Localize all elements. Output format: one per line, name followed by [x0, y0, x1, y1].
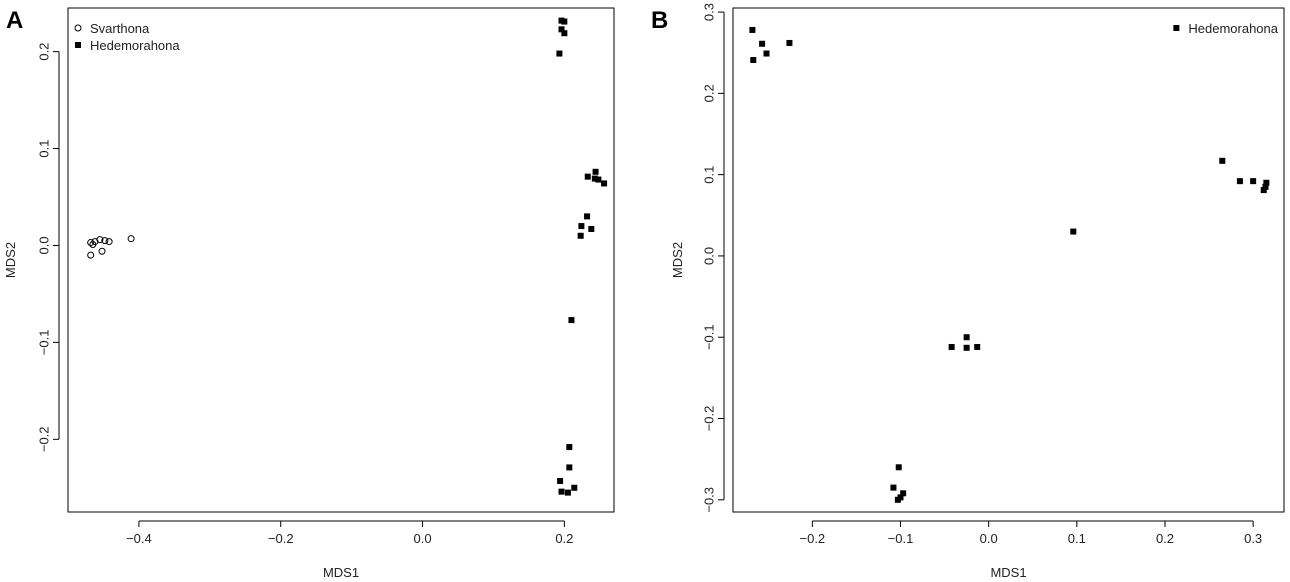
- y-tick-label: −0.1: [701, 324, 716, 350]
- data-point-hedemorahona: [561, 30, 568, 37]
- data-point-hedemorahona: [577, 232, 584, 239]
- legend-label: Svarthona: [90, 21, 150, 36]
- data-point-hedemorahona: [571, 484, 578, 491]
- data-point-hedemorahona: [1250, 178, 1257, 185]
- x-axis-label: MDS1: [990, 565, 1026, 580]
- data-point-hedemorahona: [568, 317, 575, 324]
- panel-a: A −0.4 −0.2 0.0 0.2 −0.2 −0.1 0.0 0.1 0.2 MDS1 MDS2…: [3, 7, 615, 580]
- x-tick-label: −0.2: [268, 531, 294, 546]
- y-tick-label: 0.0: [701, 247, 716, 265]
- plot-frame: [67, 7, 615, 513]
- y-tick-label: −0.2: [701, 406, 716, 432]
- legend-label: Hedemorahona: [1188, 21, 1278, 36]
- y-tick-label: −0.1: [36, 330, 51, 356]
- y-axis-label: MDS2: [3, 242, 18, 278]
- x-tick-label: 0.0: [414, 531, 432, 546]
- y-tick-label: −0.3: [701, 487, 716, 513]
- x-tick-label: −0.4: [126, 531, 152, 546]
- legend-marker-square: [75, 42, 81, 48]
- legend-marker-circle: [74, 24, 82, 32]
- data-point-hedemorahona: [1236, 178, 1243, 185]
- panel-letter: A: [6, 7, 23, 34]
- data-point-hedemorahona: [890, 484, 897, 491]
- data-point-hedemorahona: [566, 464, 573, 471]
- data-point-hedemorahona: [578, 223, 585, 230]
- data-point-hedemorahona: [556, 50, 563, 57]
- panel-b: B −0.2 −0.1 0.0 0.1 0.2 0.3 −0.3 −0.2 −0.1 0.0 0.1 0…: [651, 3, 1285, 580]
- x-tick-label: −0.1: [888, 531, 914, 546]
- data-point-hedemorahona: [763, 50, 770, 57]
- x-tick-label: 0.1: [1068, 531, 1086, 546]
- x-axis-label: MDS1: [323, 565, 359, 580]
- x-tick-label: 0.0: [980, 531, 998, 546]
- data-point-hedemorahona: [561, 18, 568, 25]
- data-point-hedemorahona: [591, 175, 598, 182]
- data-point-hedemorahona: [1070, 228, 1077, 235]
- data-point-hedemorahona: [974, 343, 981, 350]
- data-point-svarthona: [98, 247, 106, 255]
- data-point-svarthona: [101, 237, 109, 245]
- data-point-hedemorahona: [588, 225, 595, 232]
- data-point-hedemorahona: [558, 26, 565, 33]
- data-point-svarthona: [105, 238, 113, 246]
- data-point-hedemorahona: [894, 496, 901, 503]
- legend-label: Hedemorahona: [90, 38, 180, 53]
- x-tick-label: 0.2: [1156, 531, 1174, 546]
- y-tick-label: 0.2: [36, 43, 51, 61]
- y-tick-label: 0.1: [701, 166, 716, 184]
- y-tick-label: 0.3: [701, 3, 716, 21]
- legend-marker-square: [1173, 25, 1180, 31]
- panel-letter: B: [651, 7, 668, 34]
- data-point-hedemorahona: [584, 173, 591, 180]
- x-tick-label: −0.2: [800, 531, 826, 546]
- data-point-hedemorahona: [1219, 157, 1226, 164]
- data-point-hedemorahona: [786, 39, 793, 46]
- data-point-hedemorahona: [1260, 187, 1267, 194]
- data-point-hedemorahona: [595, 176, 602, 183]
- data-point-hedemorahona: [592, 168, 599, 175]
- data-point-hedemorahona: [1262, 183, 1269, 190]
- data-point-hedemorahona: [750, 57, 757, 64]
- data-point-hedemorahona: [963, 334, 970, 341]
- y-axis-label: MDS2: [670, 242, 685, 278]
- y-tick-label: 0.2: [701, 84, 716, 102]
- data-point-svarthona: [96, 236, 104, 244]
- x-tick-label: 0.2: [555, 531, 573, 546]
- data-point-hedemorahona: [895, 464, 902, 471]
- plot-frame: [732, 7, 1285, 513]
- data-point-hedemorahona: [584, 213, 591, 220]
- data-point-hedemorahona: [900, 490, 907, 497]
- y-tick-label: 0.0: [36, 236, 51, 254]
- data-point-svarthona: [87, 251, 95, 259]
- data-point-hedemorahona: [558, 488, 565, 495]
- data-point-svarthona: [127, 235, 135, 243]
- data-point-hedemorahona: [557, 477, 564, 484]
- data-point-hedemorahona: [749, 26, 756, 33]
- y-tick-label: −0.2: [36, 426, 51, 452]
- data-point-hedemorahona: [759, 40, 766, 47]
- data-point-hedemorahona: [948, 343, 955, 350]
- data-point-hedemorahona: [566, 444, 573, 451]
- data-point-hedemorahona: [963, 344, 970, 351]
- data-point-svarthona: [87, 239, 95, 247]
- x-tick-label: 0.3: [1244, 531, 1262, 546]
- y-tick-label: 0.1: [36, 139, 51, 157]
- data-point-hedemorahona: [601, 180, 608, 187]
- data-point-hedemorahona: [1263, 179, 1270, 186]
- data-point-hedemorahona: [564, 489, 571, 496]
